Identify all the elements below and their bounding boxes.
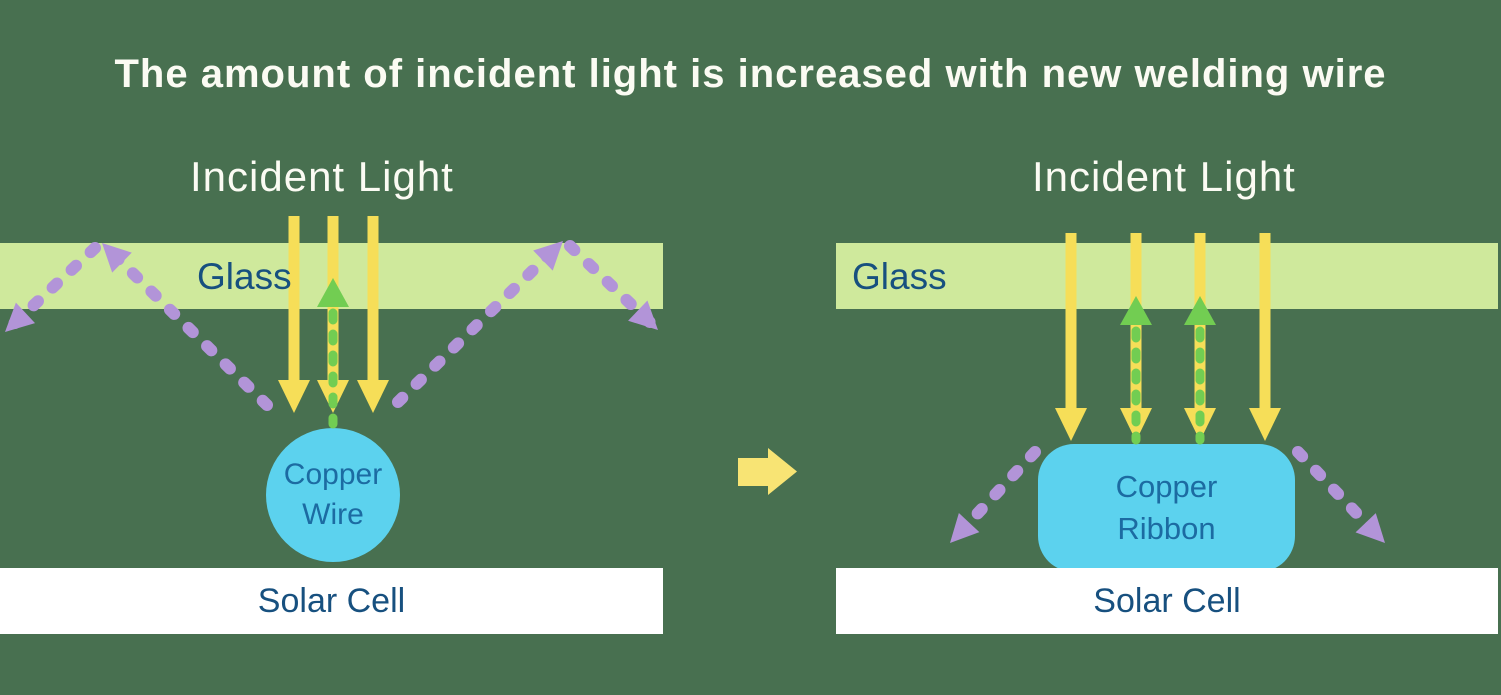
copper-wire-label-line1: Copper	[283, 457, 383, 491]
incident-light-label-left: Incident Light	[190, 153, 454, 200]
copper-ribbon-label-line1: Copper	[1115, 469, 1218, 505]
copper-wire-label-line2: Wire	[302, 498, 364, 531]
reflected-light-arrows-right	[1120, 296, 1216, 445]
solar-cell-bar-right: Solar Cell	[836, 568, 1498, 634]
glass-label-right: Glass	[852, 256, 947, 297]
diagram-title: The amount of incident light is increase…	[114, 52, 1387, 96]
copper-ribbon-label-line2: Ribbon	[1117, 511, 1216, 546]
glass-bar-right	[836, 243, 1498, 309]
copper-wire-circle: Copper Wire	[266, 428, 400, 562]
glass-bar-left	[0, 243, 663, 309]
transition-arrow-icon	[738, 448, 797, 495]
copper-ribbon-rect: Copper Ribbon	[1038, 444, 1295, 572]
glass-label-left: Glass	[197, 256, 292, 297]
solar-cell-bar-left: Solar Cell	[0, 568, 663, 634]
incident-light-label-right: Incident Light	[1032, 153, 1296, 200]
